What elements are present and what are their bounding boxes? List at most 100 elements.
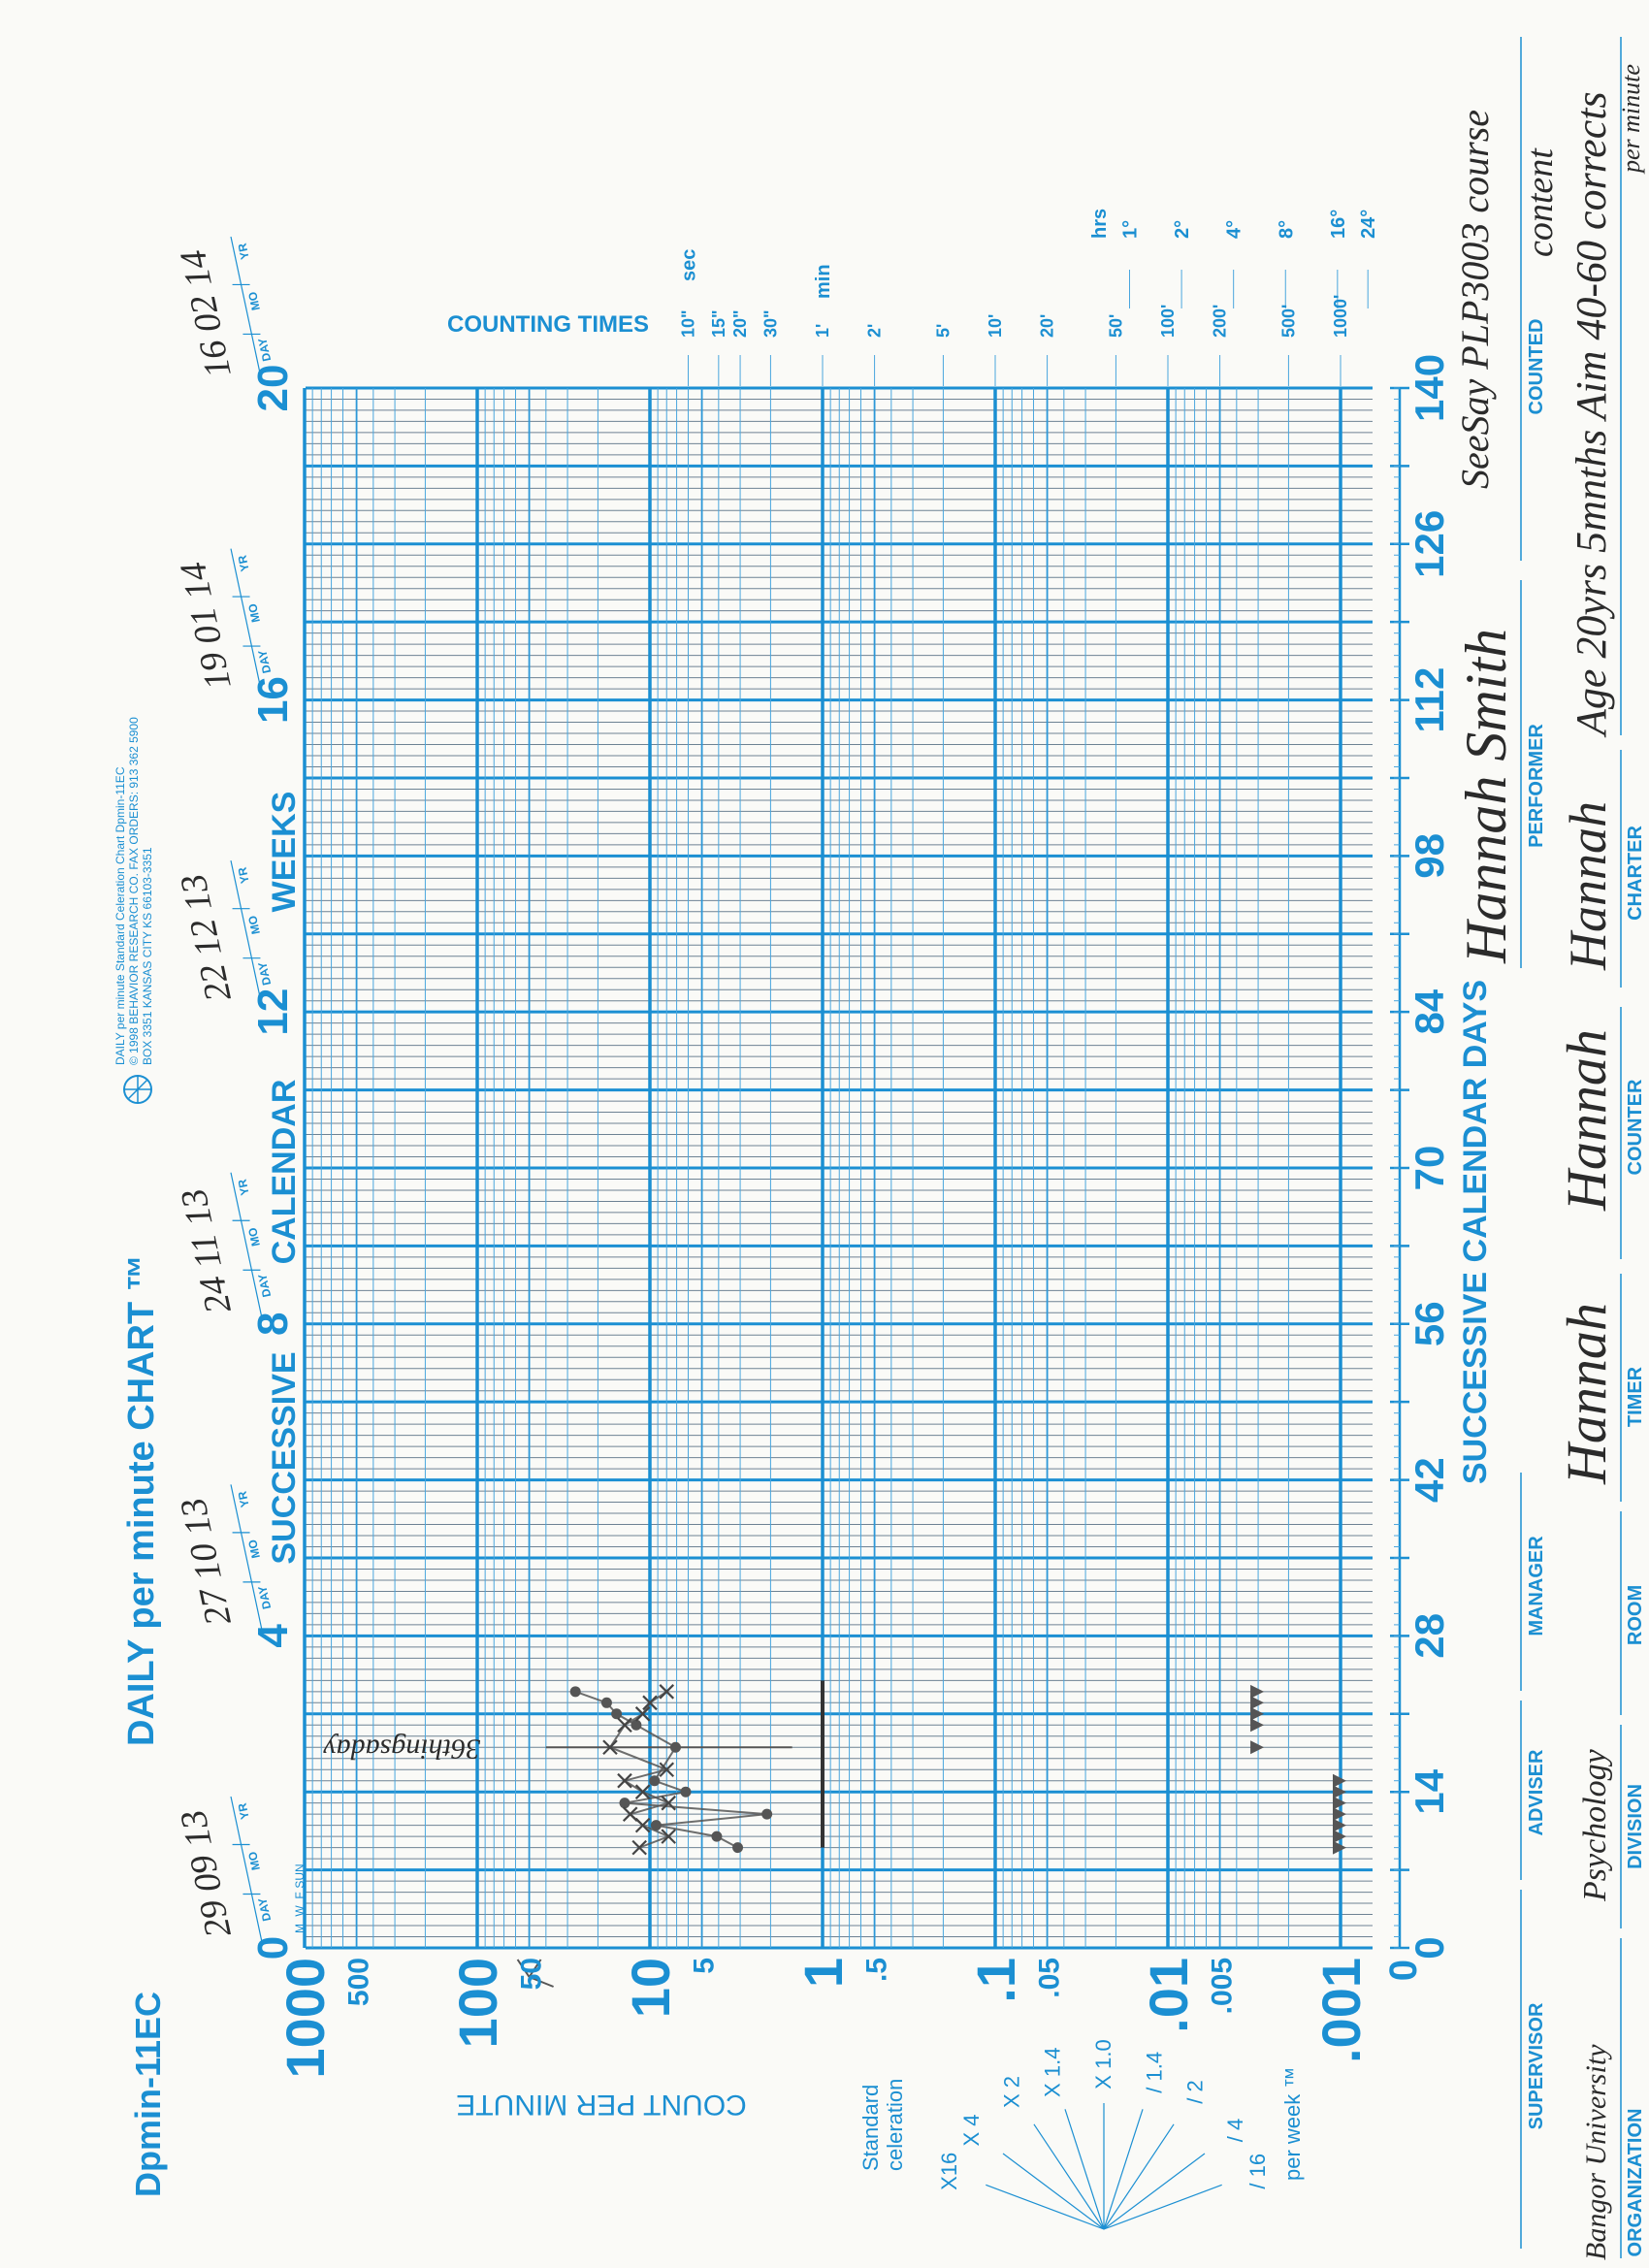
x-tick-label: 42 xyxy=(1406,1457,1452,1503)
date-tag-field-label: YR xyxy=(235,865,251,885)
x-tick-label: 112 xyxy=(1406,667,1452,733)
date-tag-line xyxy=(230,1172,263,1318)
celeration-ray-label: X 4 xyxy=(959,2114,984,2146)
notes-value-continued: per minute xyxy=(1617,64,1645,175)
celeration-ray-label: / 1.4 xyxy=(1142,2052,1166,2093)
record-floor-mark xyxy=(1333,1773,1346,1788)
record-floor-mark xyxy=(1250,1706,1265,1721)
counted-value: SeeSay PLP3003 course xyxy=(1453,110,1497,489)
counting-time-label: 15" xyxy=(709,309,728,338)
error-x-point xyxy=(634,1706,651,1722)
chart-labels: 1000 500 100 50 10 5 1.5.1.05.01.005.001 001428… xyxy=(113,64,1646,2260)
publisher-line: DAILY per minute Standard Celeration Cha… xyxy=(113,766,127,1065)
counting-hour-label: 24° xyxy=(1358,210,1379,239)
date-tag-field-label: MO xyxy=(245,1850,263,1871)
week-tick-label: 16 xyxy=(249,676,297,724)
date-tag-field-label: DAY xyxy=(255,1585,274,1611)
x-tick-label: 70 xyxy=(1406,1146,1452,1191)
error-x-point xyxy=(642,1695,658,1711)
counting-hour-label: 1° xyxy=(1120,220,1142,239)
record-floor-mark xyxy=(1250,1718,1265,1733)
x-tick-label: 28 xyxy=(1406,1613,1452,1659)
error-x-point xyxy=(634,1784,651,1799)
x-top-axis-title-word: CALENDAR xyxy=(266,1080,303,1265)
y-tick-label: .1 xyxy=(965,1958,1026,2003)
y-tick-label: 100 xyxy=(447,1958,508,2048)
organization-value: Bangor University xyxy=(1580,2044,1612,2260)
counting-time-label: 10" xyxy=(678,309,697,338)
counting-time-label: 1000' xyxy=(1331,295,1350,338)
error-x-point xyxy=(634,1817,651,1833)
y-tick-label: .5 xyxy=(861,1958,893,1982)
record-floor-mark xyxy=(1250,1740,1265,1755)
correct-dot-point xyxy=(569,1686,581,1698)
correct-dot-point xyxy=(732,1842,744,1854)
record-floor-mark xyxy=(1333,1818,1346,1832)
correct-dot-point xyxy=(630,1719,642,1731)
publisher-line: BOX 3351 KANSAS CITY KS 66103-3351 xyxy=(141,847,154,1065)
x-tick-label: 0 xyxy=(1406,1936,1452,1959)
date-tag-field-label: YR xyxy=(235,1801,251,1821)
chart-axes xyxy=(230,37,1622,2258)
notes-value: Age 20yrs 5mnths Aim 40-60 corrects xyxy=(1568,91,1615,738)
record-floor-mark xyxy=(1333,1785,1346,1799)
week-tick-label: 4 xyxy=(249,1624,297,1648)
correct-dot-point xyxy=(619,1798,630,1809)
y-tick-label: 1000 xyxy=(275,1958,336,2079)
error-x-point xyxy=(631,1839,647,1856)
timer-value: Hannah xyxy=(1555,1303,1618,1485)
counting-unit-min: min xyxy=(813,264,834,299)
counting-time-label: 20' xyxy=(1038,314,1057,338)
record-floor-mark xyxy=(1250,1696,1265,1710)
date-tag-field-label: DAY xyxy=(255,337,274,363)
celeration-ray-label: / 16 xyxy=(1245,2154,1270,2189)
field-label-room: ROOM xyxy=(1625,1585,1646,1645)
week-tick-label: 0 xyxy=(249,1936,297,1960)
counting-times-title: COUNTING TIMES xyxy=(447,311,649,338)
date-tag-field-label: DAY xyxy=(255,1896,274,1923)
counting-time-label: 1' xyxy=(813,324,832,338)
celeration-ray-label: / 4 xyxy=(1223,2119,1247,2142)
error-x-point xyxy=(659,1762,675,1778)
x-tick-label: 140 xyxy=(1406,354,1452,422)
chart-marks xyxy=(516,1680,1346,2230)
date-tag-field-label: MO xyxy=(245,1226,263,1247)
charter-value: Hannah xyxy=(1559,801,1617,971)
counting-hour-label: 8° xyxy=(1276,220,1297,239)
counting-time-label: 2' xyxy=(865,324,885,338)
field-label-supervisor: SUPERVISOR xyxy=(1526,2002,1547,2129)
y-tick-label: 10 xyxy=(620,1958,681,2018)
celeration-ray xyxy=(1064,2109,1105,2230)
week-tick-label: 12 xyxy=(249,988,297,1036)
counting-unit-hrs: hrs xyxy=(1089,209,1111,239)
correct-dot-point xyxy=(649,1775,661,1787)
celeration-subtitle: per week ™ xyxy=(1280,2067,1305,2181)
field-label-organization: ORGANIZATION xyxy=(1625,2109,1646,2257)
counted-value-continued: content xyxy=(1520,147,1561,257)
x-top-axis-title-word: WEEKS xyxy=(266,792,303,913)
date-tag-field-label: DAY xyxy=(255,649,274,675)
error-x-point xyxy=(602,1739,618,1756)
date-tag-field-label: YR xyxy=(235,1490,251,1509)
x-tick-label: 126 xyxy=(1406,510,1452,578)
counting-time-label: 100' xyxy=(1158,305,1178,338)
date-tag-field-label: YR xyxy=(235,554,251,573)
y-tick-label: 50 xyxy=(516,1958,548,1990)
date-tag-line xyxy=(230,860,263,1007)
date-tag-field-label: MO xyxy=(245,602,263,624)
date-tag-field-label: MO xyxy=(245,915,263,936)
correct-dot-point xyxy=(650,1820,662,1831)
form-code: Dpmin-11EC xyxy=(128,1992,168,2197)
y-tick-label: 1 xyxy=(792,1958,854,1988)
error-x-point xyxy=(617,1717,632,1733)
error-x-point xyxy=(659,1684,675,1700)
y-tick-label: .05 xyxy=(1034,1958,1066,1998)
celeration-title: Standard xyxy=(858,2085,883,2171)
correct-dot-point xyxy=(611,1708,623,1720)
logo-glyph-icon xyxy=(124,1076,151,1103)
x-top-axis-title-word: SUCCESSIVE xyxy=(266,1351,303,1564)
field-label-charter: CHARTER xyxy=(1625,826,1646,921)
date-tag-line xyxy=(230,1484,263,1631)
field-label-division: DIVISION xyxy=(1625,1784,1646,1869)
correct-dot-point xyxy=(711,1831,723,1842)
